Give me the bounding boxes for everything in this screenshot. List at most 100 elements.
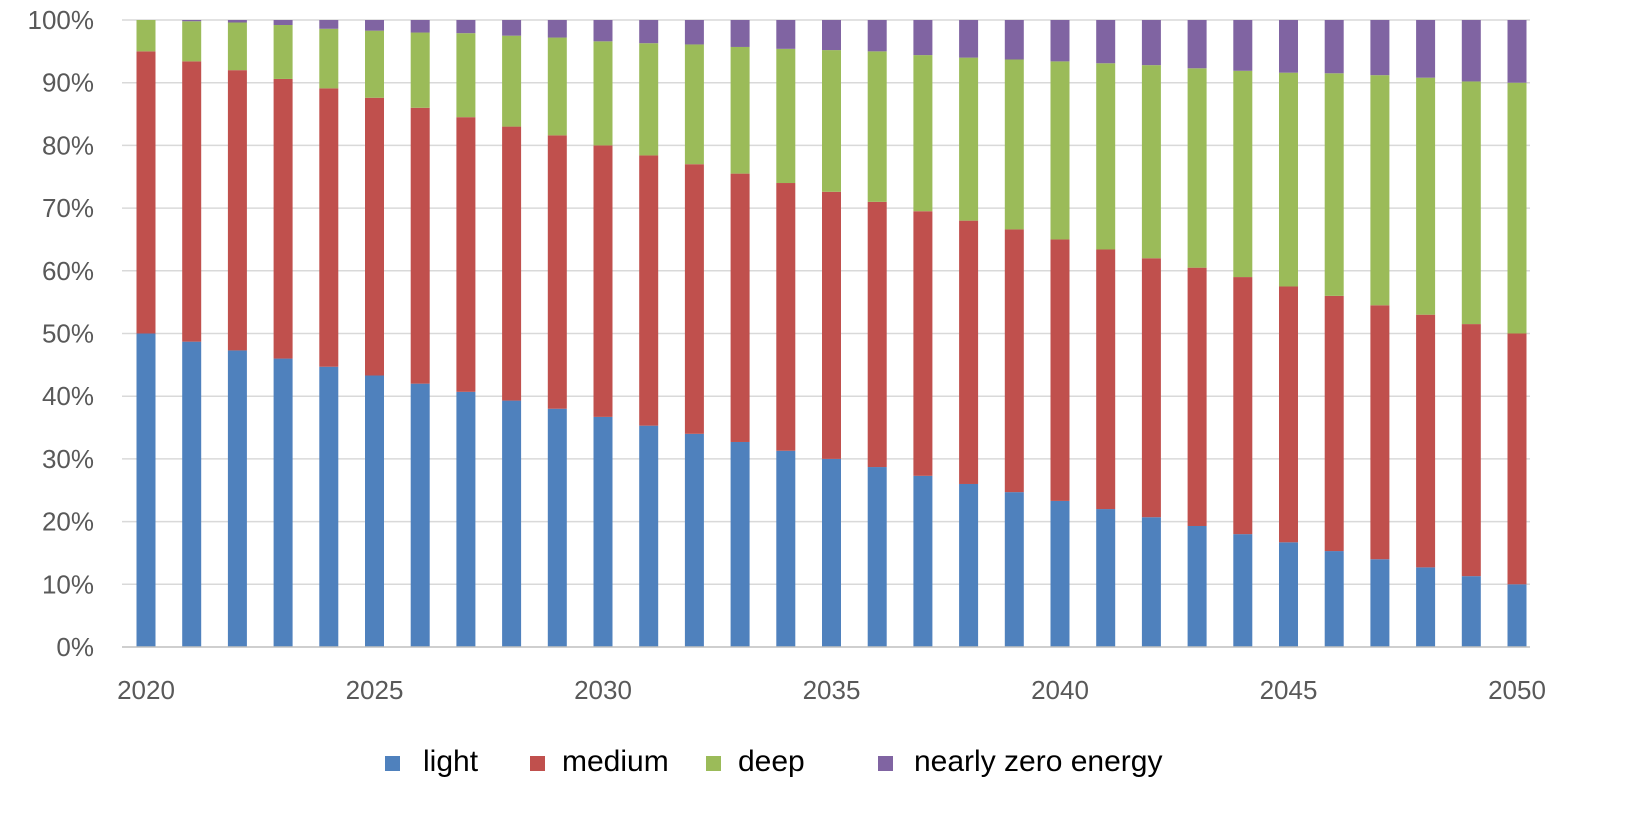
bar-segment <box>913 211 933 476</box>
x-tick-label: 2035 <box>803 675 861 705</box>
bar-segment <box>959 20 979 58</box>
bar-stack <box>1279 20 1298 647</box>
bar-stack <box>410 20 430 647</box>
bar-segment <box>502 35 522 127</box>
bar-segment <box>182 61 202 342</box>
bar-segment <box>1096 509 1116 647</box>
bar-stack <box>1416 20 1436 647</box>
legend-swatch <box>706 756 721 771</box>
bar-stack <box>867 20 887 647</box>
bar-segment <box>822 50 841 192</box>
bar-segment <box>913 475 933 647</box>
bar-stack <box>1141 20 1161 647</box>
legend-label: medium <box>562 745 669 778</box>
bar-stack <box>593 20 613 647</box>
legend-swatch <box>878 756 893 771</box>
bar-stack <box>547 20 567 647</box>
legend-item: light <box>385 745 479 778</box>
bar-segment <box>1370 559 1390 647</box>
bar-segment <box>1004 492 1024 647</box>
bar-segment <box>1461 20 1481 82</box>
bar-stack <box>1187 20 1207 647</box>
bar-segment <box>1004 59 1024 230</box>
bar-segment <box>913 55 933 212</box>
bar-segment <box>959 220 979 484</box>
bar-segment <box>1050 61 1070 240</box>
bar-stack <box>822 20 841 647</box>
legend-item: nearly zero energy <box>878 745 1162 778</box>
bar-segment <box>730 441 750 647</box>
bar-segment <box>182 341 202 647</box>
bar-segment <box>1416 314 1436 568</box>
legend-item: medium <box>530 745 669 778</box>
bar-segment <box>1096 20 1116 64</box>
legend-item: deep <box>706 745 805 778</box>
x-tick-label: 2030 <box>574 675 632 705</box>
bar-segment <box>867 467 887 647</box>
bar-segment <box>319 88 339 367</box>
legend-swatch <box>385 756 400 771</box>
legend-label: deep <box>738 745 805 778</box>
bar-segment <box>684 164 704 434</box>
bar-segment <box>319 28 339 89</box>
bar-segment <box>1279 286 1298 543</box>
bar-segment <box>502 20 522 36</box>
bar-segment <box>1141 517 1161 647</box>
bars <box>136 20 1527 647</box>
bar-segment <box>867 20 887 52</box>
bar-stack <box>913 20 933 647</box>
bar-stack <box>456 20 476 647</box>
bar-stack <box>1324 20 1344 647</box>
bar-stack <box>1507 20 1527 647</box>
bar-segment <box>456 391 476 647</box>
bar-segment <box>1233 20 1253 71</box>
bar-stack <box>1004 20 1024 647</box>
bar-segment <box>227 20 247 23</box>
y-tick-label: 40% <box>42 381 94 411</box>
bar-stack <box>273 20 293 647</box>
bar-segment <box>730 20 750 47</box>
bar-segment <box>547 37 567 136</box>
bar-segment <box>1461 81 1481 325</box>
bar-segment <box>867 51 887 202</box>
bar-segment <box>1096 249 1116 510</box>
bar-segment <box>182 21 202 62</box>
x-axis-ticks: 2020 2025 2030 2035 2040 2045 2050 <box>117 675 1546 705</box>
bar-segment <box>684 20 704 45</box>
bar-segment <box>1370 20 1390 76</box>
bar-segment <box>182 20 202 22</box>
bar-segment <box>730 46 750 174</box>
bar-segment <box>410 107 430 384</box>
bar-segment <box>639 20 659 44</box>
bar-segment <box>1507 584 1527 647</box>
y-tick-label: 100% <box>28 5 95 35</box>
bar-segment <box>776 20 796 49</box>
x-tick-label: 2050 <box>1488 675 1546 705</box>
y-tick-label: 50% <box>42 319 94 349</box>
bar-segment <box>319 20 339 29</box>
bar-segment <box>776 48 796 184</box>
bar-stack <box>1096 20 1116 647</box>
bar-segment <box>1050 239 1070 501</box>
bar-segment <box>1050 20 1070 62</box>
bar-stack <box>136 20 156 647</box>
bar-stack <box>730 20 750 647</box>
bar-segment <box>227 350 247 647</box>
bar-segment <box>1004 229 1024 493</box>
bar-stack <box>1461 20 1481 647</box>
bar-segment <box>1096 63 1116 250</box>
bar-segment <box>456 117 476 392</box>
bar-segment <box>593 41 613 146</box>
bar-segment <box>822 20 841 51</box>
bar-stack <box>1050 20 1070 647</box>
bar-segment <box>1507 20 1527 83</box>
bar-segment <box>136 333 156 647</box>
bar-segment <box>1141 258 1161 518</box>
bar-segment <box>1507 82 1527 334</box>
bar-segment <box>1187 68 1207 268</box>
bar-segment <box>593 20 613 42</box>
bar-segment <box>1233 534 1253 647</box>
bar-segment <box>1461 576 1481 647</box>
bar-segment <box>365 20 384 31</box>
